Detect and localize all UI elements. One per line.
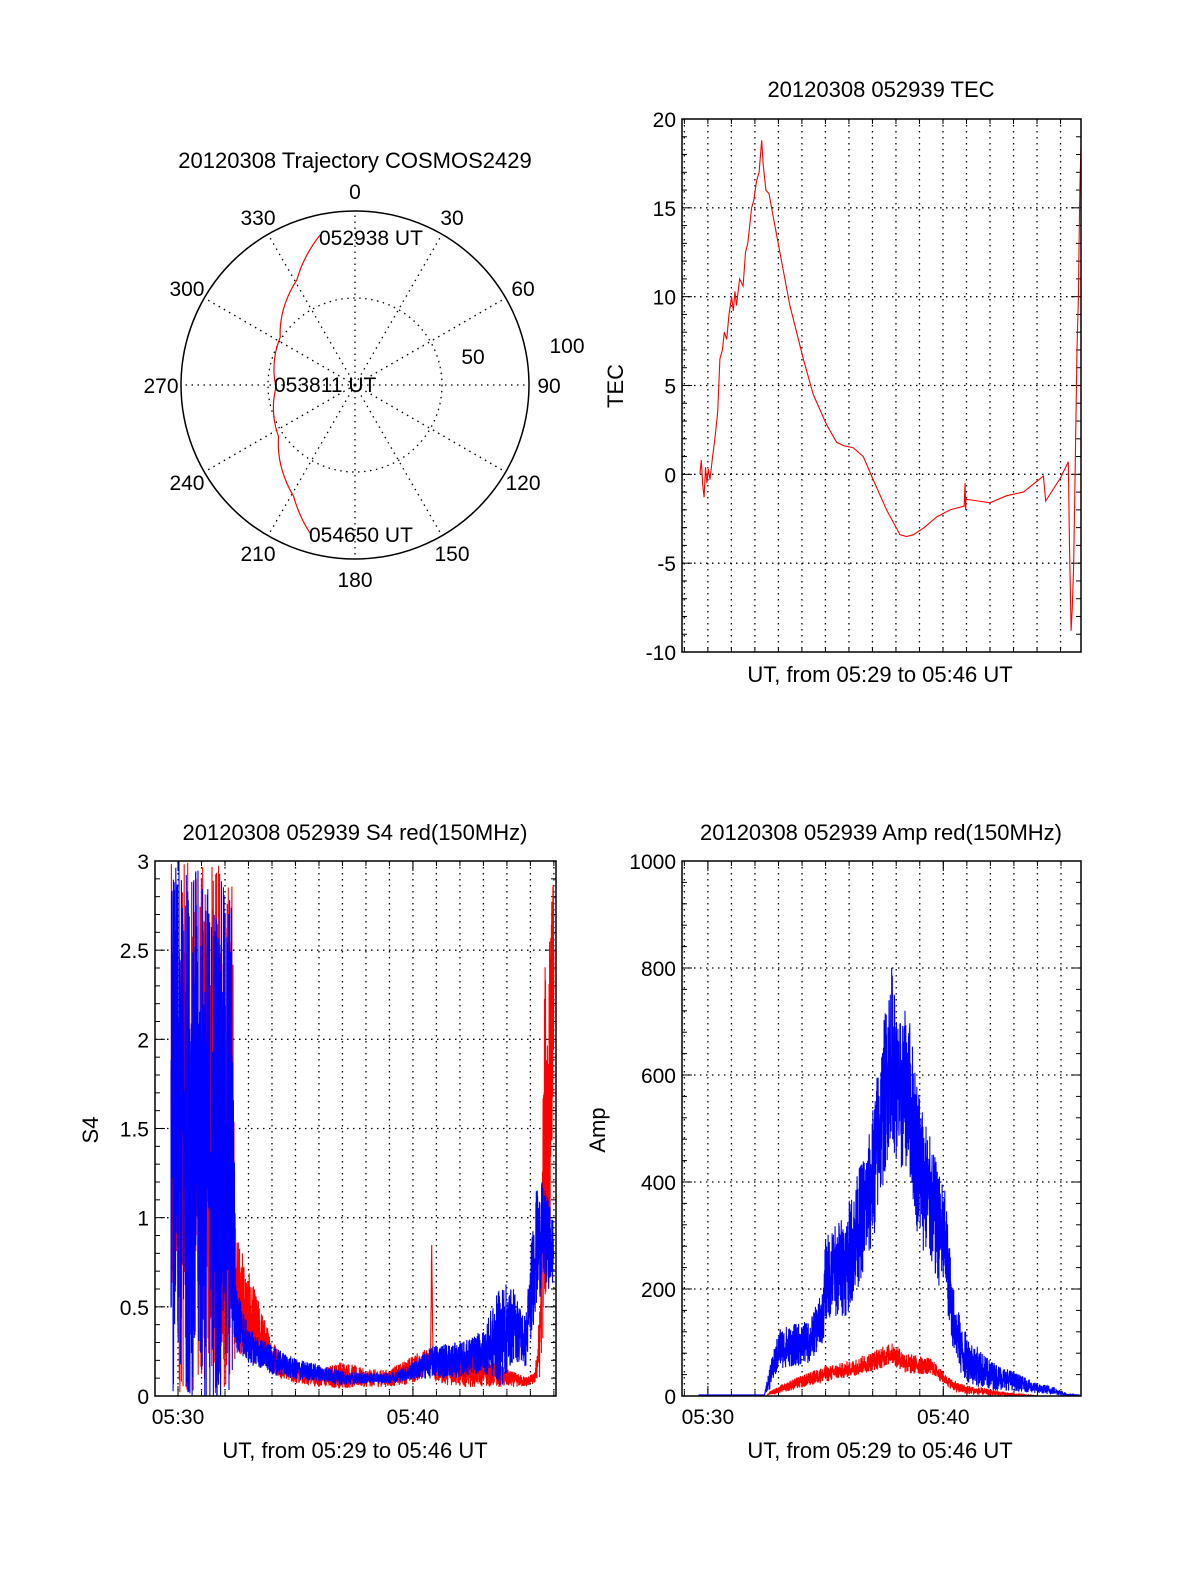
s4-series-group bbox=[170, 861, 555, 1396]
radial-circle bbox=[180, 210, 530, 560]
tec-ylabel: TEC bbox=[603, 364, 628, 408]
spoke-line bbox=[267, 384, 356, 537]
angle-label: 330 bbox=[240, 207, 275, 230]
amp-y-tick-label: 400 bbox=[641, 1172, 676, 1195]
spoke-line bbox=[203, 384, 356, 473]
tec-title: 20120308 052939 TEC bbox=[767, 77, 994, 102]
s4-y-tick-label: 0.5 bbox=[120, 1297, 149, 1320]
s4-y-tick-label: 2 bbox=[137, 1029, 149, 1052]
s4-plot: 0 0.5 1 1.5 2 2.5 3 05:30 05:40 bbox=[120, 851, 557, 1429]
amp-xlabel: UT, from 05:29 to 05:46 UT bbox=[747, 1438, 1012, 1463]
angle-label: 180 bbox=[337, 569, 372, 592]
tec-series-TEC bbox=[699, 140, 1081, 631]
angle-label: 30 bbox=[440, 207, 463, 230]
s4-y-tick-label: 0 bbox=[137, 1386, 149, 1409]
amp-ylabel: Amp bbox=[585, 1107, 610, 1152]
tec-y-tick-label: -10 bbox=[646, 642, 676, 665]
spoke-line bbox=[354, 384, 443, 537]
angle-label: 270 bbox=[143, 375, 178, 398]
angle-label: 60 bbox=[511, 278, 534, 301]
trajectory-line bbox=[272, 234, 321, 536]
angle-label: 210 bbox=[240, 543, 275, 566]
tec-y-tick-label: -5 bbox=[657, 553, 676, 576]
s4-y-tick-label: 3 bbox=[137, 851, 149, 874]
tec-series-group bbox=[699, 140, 1081, 631]
s4-y-tick-label: 2.5 bbox=[120, 940, 149, 963]
s4-ylabel: S4 bbox=[78, 1117, 103, 1144]
angle-label: 0 bbox=[349, 181, 361, 204]
tec-xlabel: UT, from 05:29 to 05:46 UT bbox=[747, 662, 1012, 687]
s4-plot-frame bbox=[154, 860, 557, 1397]
amp-x-tick-label: 05:40 bbox=[917, 1406, 970, 1429]
polar-plot: 0 30 60 90 120 150 180 210 240 270 300 330 50 100 0529… bbox=[143, 181, 584, 592]
s4-panel: 20120308 052939 S4 red(150MHz) S4 UT, fr… bbox=[78, 820, 557, 1463]
tec-y-tick-label: 20 bbox=[653, 109, 676, 132]
tec-y-tick-label: 0 bbox=[664, 464, 676, 487]
radial-label: 100 bbox=[549, 335, 584, 358]
s4-y-tick-label: 1 bbox=[137, 1208, 149, 1231]
angle-label: 120 bbox=[505, 472, 540, 495]
s4-xlabel: UT, from 05:29 to 05:46 UT bbox=[222, 1438, 487, 1463]
angle-label: 300 bbox=[169, 278, 204, 301]
amp-y-tick-label: 1000 bbox=[629, 851, 676, 874]
radial-label: 50 bbox=[461, 346, 484, 369]
angle-label: 90 bbox=[537, 375, 560, 398]
tec-plot: -10 -5 0 5 10 15 20 bbox=[646, 109, 1082, 665]
angle-label: 150 bbox=[434, 543, 469, 566]
spoke-line bbox=[267, 233, 356, 386]
spoke-line bbox=[354, 233, 443, 386]
amp-y-tick-label: 800 bbox=[641, 958, 676, 981]
tec-y-tick-label: 10 bbox=[653, 287, 676, 310]
angle-label: 240 bbox=[169, 472, 204, 495]
s4-y-tick-label: 1.5 bbox=[120, 1119, 149, 1142]
tec-y-tick-label: 5 bbox=[664, 376, 676, 399]
amp-series-blue bbox=[698, 967, 1080, 1396]
radial-circle bbox=[267, 297, 443, 473]
trajectory-title: 20120308 Trajectory COSMOS2429 bbox=[178, 148, 531, 173]
amp-title: 20120308 052939 Amp red(150MHz) bbox=[700, 820, 1062, 845]
amp-y-tick-label: 200 bbox=[641, 1279, 676, 1302]
amp-y-tick-label: 0 bbox=[664, 1386, 676, 1409]
trajectory-panel: 20120308 Trajectory COSMOS2429 0 30 60 90 12… bbox=[143, 148, 584, 592]
tec-panel: 20120308 052939 TEC TEC UT, from 05:29 t… bbox=[603, 77, 1082, 687]
tec-plot-frame bbox=[681, 118, 1082, 653]
s4-series-blue bbox=[170, 861, 555, 1396]
s4-x-tick-label: 05:40 bbox=[387, 1406, 440, 1429]
trajectory-start-label: 052938 UT bbox=[319, 227, 423, 250]
s4-title: 20120308 052939 S4 red(150MHz) bbox=[183, 820, 528, 845]
amp-panel: 20120308 052939 Amp red(150MHz) Amp UT, … bbox=[585, 820, 1082, 1463]
amp-x-tick-label: 05:30 bbox=[682, 1406, 735, 1429]
amp-series-red bbox=[698, 1343, 1073, 1396]
amp-y-tick-label: 600 bbox=[641, 1065, 676, 1088]
s4-x-tick-label: 05:30 bbox=[152, 1406, 205, 1429]
trajectory-end-label: 054650 UT bbox=[309, 524, 413, 547]
amp-plot: 0 200 400 600 800 1000 05:30 05:40 bbox=[629, 851, 1082, 1429]
amp-series-group bbox=[698, 967, 1080, 1396]
spoke-line bbox=[354, 384, 507, 473]
spoke-line bbox=[354, 297, 507, 386]
spoke-line bbox=[203, 297, 356, 386]
trajectory-mid-label: 053811 UT bbox=[274, 374, 377, 397]
amp-plot-frame bbox=[681, 860, 1082, 1397]
tec-y-tick-label: 15 bbox=[653, 198, 676, 221]
